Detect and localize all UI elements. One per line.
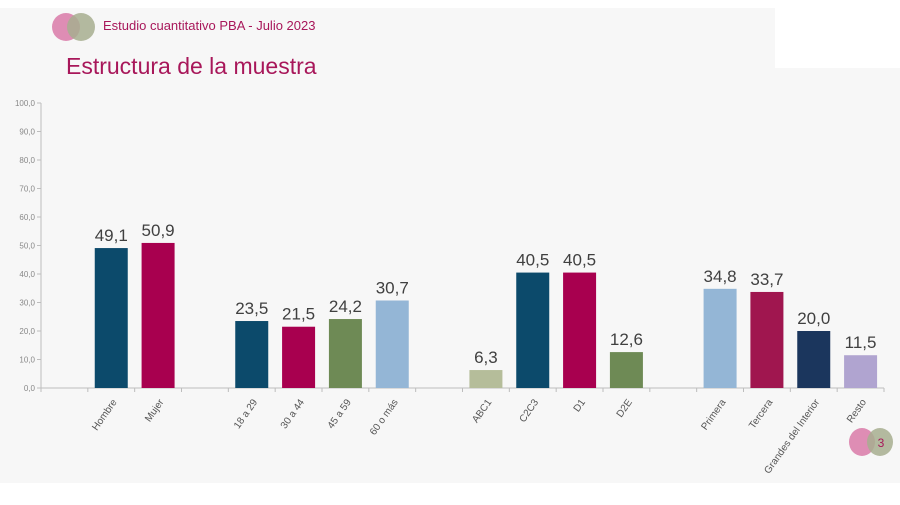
page-number: 3	[878, 436, 885, 450]
data-label: 34,8	[704, 267, 737, 286]
data-label: 49,1	[95, 226, 128, 245]
category-label: ABC1	[470, 397, 494, 425]
data-label: 33,7	[750, 270, 783, 289]
bar-18-a-29	[235, 321, 269, 388]
category-label: 60 o más	[368, 397, 401, 437]
category-label: 30 a 44	[279, 397, 307, 431]
y-tick-label: 60,0	[19, 213, 35, 222]
y-tick-label: 80,0	[19, 156, 35, 165]
bar-c2c3	[516, 272, 550, 388]
corner-blank	[775, 8, 900, 68]
y-tick-label: 70,0	[19, 185, 35, 194]
data-label: 40,5	[563, 251, 596, 270]
data-label: 12,6	[610, 330, 643, 349]
category-label: D1	[572, 397, 589, 414]
category-label: C2C3	[518, 397, 542, 425]
category-label: Mujer	[143, 397, 167, 424]
category-label: D2E	[615, 397, 635, 420]
category-label: Resto	[845, 397, 869, 425]
data-label: 50,9	[142, 221, 175, 240]
category-label: Primera	[699, 397, 728, 432]
bar-d1	[563, 272, 597, 388]
y-tick-label: 30,0	[19, 299, 35, 308]
bar-30-a-44	[282, 326, 316, 388]
y-tick-label: 90,0	[19, 128, 35, 137]
data-label: 20,0	[797, 309, 830, 328]
bar-hombre	[94, 248, 128, 388]
y-tick-label: 0,0	[24, 384, 36, 393]
bar-d2e	[609, 352, 643, 388]
y-tick-label: 100,0	[15, 99, 36, 108]
data-label: 24,2	[329, 297, 362, 316]
bar-primera	[703, 288, 737, 388]
category-label: Hombre	[90, 397, 120, 433]
data-label: 11,5	[845, 333, 877, 352]
report-subtitle: Estudio cuantitativo PBA - Julio 2023	[103, 18, 316, 33]
data-label: 30,7	[376, 279, 409, 298]
logo-circles-icon	[52, 13, 95, 41]
bar-grandes-del-interior	[797, 331, 831, 388]
category-label: Tercera	[747, 397, 775, 431]
page-title: Estructura de la muestra	[66, 53, 317, 79]
bar-mujer	[141, 242, 175, 388]
data-label: 6,3	[474, 348, 498, 367]
category-label: 18 a 29	[232, 397, 260, 431]
y-tick-label: 20,0	[19, 327, 35, 336]
bar-resto	[844, 355, 878, 388]
bar-abc1	[469, 370, 503, 388]
y-tick-label: 50,0	[19, 242, 35, 251]
data-label: 40,5	[516, 251, 549, 270]
bar-60-o-más	[375, 300, 409, 388]
y-tick-label: 40,0	[19, 270, 35, 279]
page-number-badge: 3	[849, 428, 893, 456]
data-label: 21,5	[282, 305, 315, 324]
category-label: 45 a 59	[326, 397, 354, 431]
y-tick-label: 10,0	[19, 356, 35, 365]
data-label: 23,5	[235, 299, 268, 318]
bar-tercera	[750, 291, 784, 388]
bar-45-a-59	[328, 319, 362, 388]
